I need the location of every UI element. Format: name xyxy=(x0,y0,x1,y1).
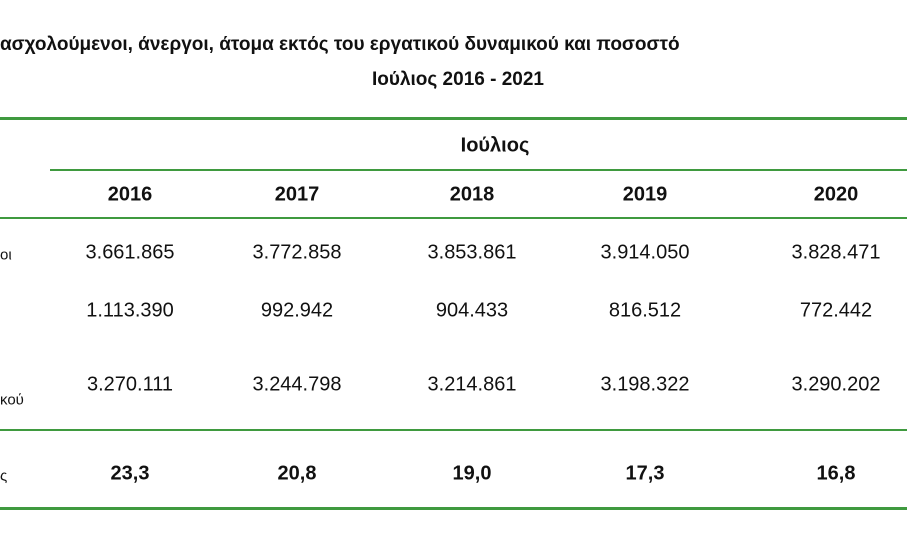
cell: 992.942 xyxy=(260,299,334,322)
rule xyxy=(0,429,907,431)
rule xyxy=(0,217,907,219)
rule xyxy=(50,169,907,171)
cell: 20,8 xyxy=(277,462,317,485)
row-label: ς xyxy=(0,467,8,485)
rule xyxy=(0,117,907,120)
cell: 904.433 xyxy=(435,299,509,322)
cell: 3.270.111 xyxy=(86,373,174,396)
cell: 816.512 xyxy=(608,299,682,322)
rule xyxy=(0,507,907,510)
cell: 23,3 xyxy=(110,462,150,485)
column-header: 2017 xyxy=(274,183,320,206)
column-header: 2018 xyxy=(449,183,495,206)
column-header: 2020 xyxy=(813,183,859,206)
cell: 772.442 xyxy=(799,299,873,322)
cell: 3.914.050 xyxy=(600,241,690,264)
column-header: 2016 xyxy=(107,183,153,206)
cell: 3.198.322 xyxy=(600,373,690,396)
row-label: κού xyxy=(0,391,24,409)
cell: 3.214.861 xyxy=(427,373,517,396)
row-label: οι xyxy=(0,246,12,264)
subtitle: Ιούλιος 2016 - 2021 xyxy=(372,69,544,90)
cell: 1.113.390 xyxy=(86,299,174,322)
cell: 3.290.202 xyxy=(791,373,881,396)
cell: 19,0 xyxy=(452,462,492,485)
cell: 16,8 xyxy=(816,462,856,485)
title: ασχολούμενοι, άνεργοι, άτομα εκτός του ε… xyxy=(0,34,680,55)
cell: 17,3 xyxy=(625,462,665,485)
cell: 3.772.858 xyxy=(252,241,342,264)
cell: 3.244.798 xyxy=(252,373,342,396)
cell: 3.661.865 xyxy=(85,241,175,264)
cell: 3.828.471 xyxy=(791,241,881,264)
column-header: 2019 xyxy=(622,183,668,206)
group-header: Ιούλιος xyxy=(460,134,530,157)
cell: 3.853.861 xyxy=(427,241,517,264)
